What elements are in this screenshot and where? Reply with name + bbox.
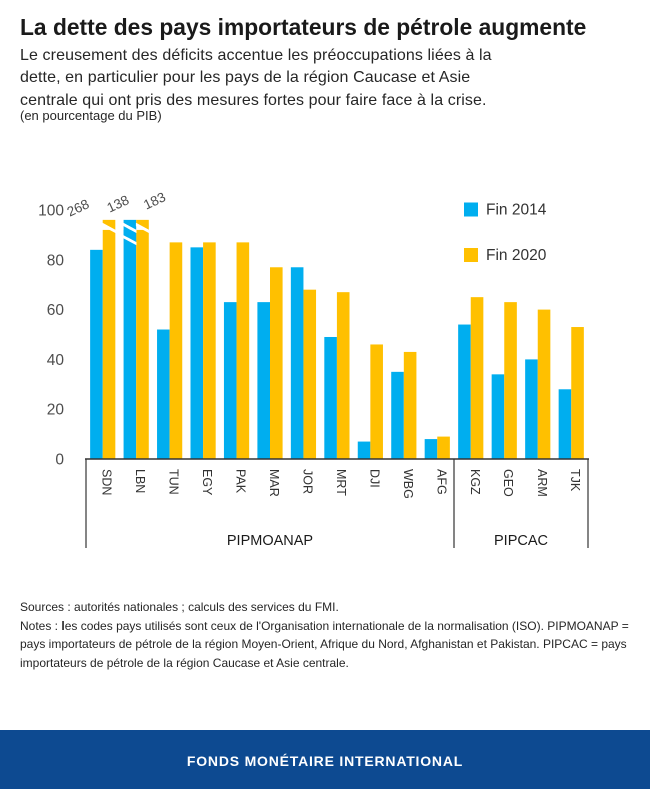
svg-text:WBG: WBG	[401, 469, 415, 499]
svg-text:GEO: GEO	[501, 469, 515, 497]
svg-text:PIPMOANAP: PIPMOANAP	[227, 533, 313, 549]
svg-text:60: 60	[47, 302, 65, 319]
svg-text:MAR: MAR	[267, 469, 281, 497]
svg-text:EGY: EGY	[200, 469, 214, 496]
svg-text:80: 80	[47, 252, 65, 269]
svg-text:PIPCAC: PIPCAC	[494, 533, 548, 549]
svg-text:DJI: DJI	[367, 469, 381, 488]
svg-text:KGZ: KGZ	[468, 469, 482, 495]
svg-text:TJK: TJK	[568, 469, 582, 492]
svg-text:40: 40	[47, 352, 65, 369]
svg-text:TUN: TUN	[167, 469, 181, 495]
svg-text:138: 138	[105, 192, 132, 215]
svg-text:PAK: PAK	[234, 469, 248, 494]
svg-text:Fin 2014: Fin 2014	[486, 202, 547, 219]
svg-text:268: 268	[65, 196, 92, 219]
svg-text:100: 100	[38, 203, 64, 220]
svg-text:LBN: LBN	[133, 469, 147, 493]
svg-text:ARM: ARM	[535, 469, 549, 497]
svg-text:Fin 2020: Fin 2020	[486, 247, 547, 264]
svg-text:JOR: JOR	[301, 469, 315, 494]
svg-text:183: 183	[141, 189, 168, 212]
svg-text:0: 0	[55, 452, 64, 469]
svg-text:AFG: AFG	[434, 469, 448, 495]
svg-text:20: 20	[47, 402, 65, 419]
svg-text:MRT: MRT	[334, 469, 348, 496]
svg-text:SDN: SDN	[100, 469, 114, 495]
